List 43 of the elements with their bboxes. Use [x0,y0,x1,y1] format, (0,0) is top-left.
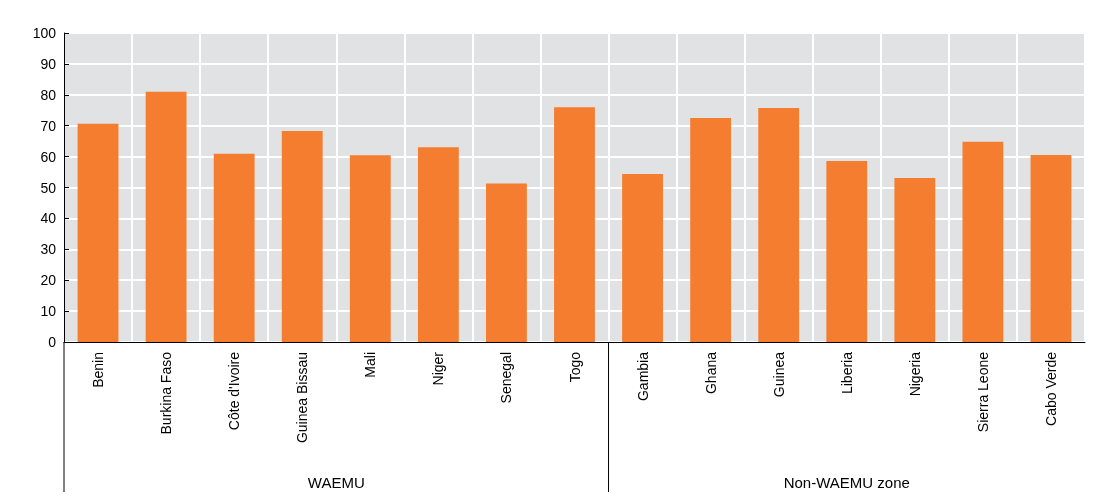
bar [554,107,595,342]
y-tick-label: 100 [32,25,57,41]
bar [213,153,255,342]
bar [145,91,187,342]
bar [486,183,527,342]
y-tick-label: 50 [40,179,57,196]
text: Non-WAEMU zone [783,474,910,491]
x-tick-label: Côte d'Ivoire [226,351,243,431]
y-tick-label: 30 [40,241,57,258]
y-tick-label: 10 [40,303,57,320]
bar [758,108,800,342]
x-tick-label: Ghana [702,351,719,395]
x-tick-label: Niger [430,351,447,386]
bar [622,173,663,342]
bar [1030,155,1072,342]
x-tick-label: Togo [566,351,583,383]
x-tick-label: Sierra Leone [974,351,991,433]
bar [281,130,323,342]
x-tick-label: Gambia [634,351,651,402]
bar [77,123,119,342]
y-tick-label: 90 [40,55,57,72]
bar [894,177,936,342]
x-tick-label: Cabo Verde [1042,351,1059,426]
y-tick-label: 70 [40,117,57,134]
bar [417,147,459,342]
x-tick-label: Nigeria [906,351,923,397]
x-tick-label: Senegal [498,352,515,404]
x-tick-label: Benin [90,352,107,388]
x-tick-label: Liberia [838,351,855,395]
x-tick-label: Guinea [770,351,787,398]
y-tick-label: 60 [40,148,57,165]
x-tick-label: Mali [362,352,379,378]
bar [826,160,868,342]
y-tick-label: 80 [40,86,57,103]
bar [349,155,391,342]
x-tick-label: Burkina Faso [158,351,175,435]
text: WAEMU [307,474,365,491]
bar [690,117,732,342]
bar [962,141,1004,342]
y-tick-label: 40 [40,210,57,227]
y-tick-label: 20 [40,272,57,289]
y-tick-label: 0 [48,334,57,350]
x-tick-label: Guinea Bissau [294,352,311,444]
